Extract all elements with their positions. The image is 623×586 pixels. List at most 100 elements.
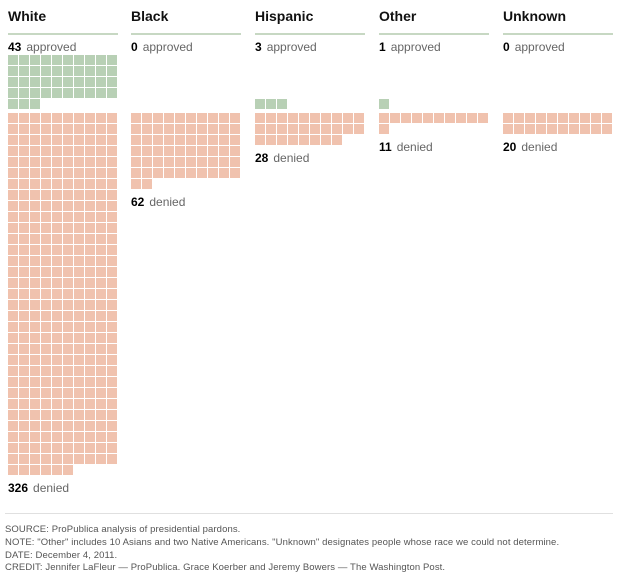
denied-square [19,168,29,178]
denied-square [85,245,95,255]
denied-square [142,135,152,145]
denied-square [74,256,84,266]
denied-text: denied [396,140,433,154]
denied-square [52,245,62,255]
denied-square [131,113,141,123]
denied-square [569,113,579,123]
denied-square [63,377,73,387]
denied-square [85,366,95,376]
denied-square [41,454,51,464]
denied-square [41,168,51,178]
denied-square [52,399,62,409]
denied-square [85,256,95,266]
denied-square [142,113,152,123]
denied-square [266,113,276,123]
denied-square [107,223,117,233]
denied-square [569,124,579,134]
approved-count: 0 [131,40,138,54]
denied-square [107,157,117,167]
denied-square [456,113,466,123]
denied-square [19,465,29,475]
denied-square [41,278,51,288]
denied-square [63,355,73,365]
denied-count-label: 28 denied [255,151,309,165]
denied-square [96,135,106,145]
denied-square [74,135,84,145]
denied-count-label: 62 denied [131,195,185,209]
denied-square [142,168,152,178]
denied-square [19,245,29,255]
column-title: Hispanic [255,8,314,24]
denied-square [266,135,276,145]
denied-square [30,421,40,431]
denied-square [41,223,51,233]
denied-square [8,278,18,288]
denied-square [41,234,51,244]
approved-square [19,88,29,98]
denied-square [30,366,40,376]
denied-square [30,333,40,343]
denied-square [299,124,309,134]
denied-square [63,256,73,266]
denied-square [96,300,106,310]
denied-square [74,421,84,431]
denied-square [8,421,18,431]
denied-square [208,124,218,134]
denied-square [41,421,51,431]
denied-square [30,410,40,420]
denied-square [107,113,117,123]
denied-square [74,113,84,123]
denied-square [8,333,18,343]
denied-square [580,113,590,123]
denied-square [321,124,331,134]
denied-square [186,146,196,156]
denied-square [63,454,73,464]
denied-square [332,124,342,134]
approved-square [8,55,18,65]
denied-square [19,124,29,134]
denied-square [85,223,95,233]
denied-square [96,388,106,398]
column-title: Black [131,8,169,24]
denied-square [547,124,557,134]
denied-square [41,179,51,189]
credit-note: CREDIT: Jennifer LaFleur — ProPublica. G… [5,562,446,574]
denied-square [96,432,106,442]
denied-square [96,355,106,365]
approved-count-label: 43 approved [8,40,76,54]
denied-square [8,366,18,376]
denied-square [8,344,18,354]
denied-count-label: 11 denied [379,140,433,154]
denied-square [525,113,535,123]
denied-square [107,146,117,156]
denied-square [30,322,40,332]
approved-square [379,99,389,109]
approved-square [107,88,117,98]
denied-square [107,333,117,343]
denied-square [85,135,95,145]
denied-square [8,399,18,409]
denied-square [19,410,29,420]
denied-square [74,179,84,189]
denied-square [85,146,95,156]
denied-square [85,421,95,431]
approved-square [19,55,29,65]
denied-square [85,388,95,398]
approved-count-label: 0 approved [131,40,193,54]
approved-square [8,99,18,109]
approved-text: approved [266,40,317,54]
denied-square [96,399,106,409]
denied-square [19,278,29,288]
denied-square [30,245,40,255]
denied-square [186,113,196,123]
denied-square [74,201,84,211]
denied-square [41,124,51,134]
approved-text: approved [390,40,441,54]
denied-square [52,223,62,233]
denied-square [30,443,40,453]
denied-square [8,157,18,167]
denied-square [30,135,40,145]
denied-square [8,190,18,200]
denied-square [107,278,117,288]
denied-square [107,399,117,409]
